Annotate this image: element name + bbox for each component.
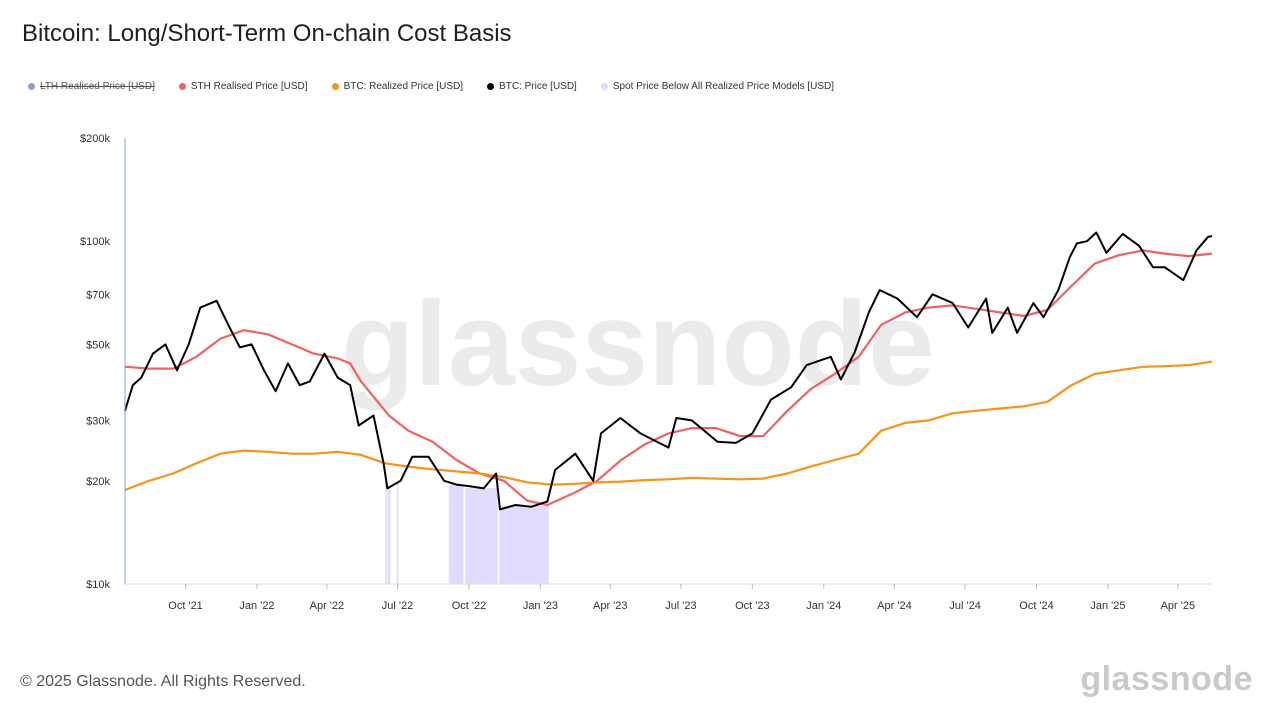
legend-label: STH Realised Price [USD]: [190, 81, 308, 92]
y-tick-label: $70k: [86, 289, 110, 301]
legend-item-realized-price[interactable]: BTC: Realized Price [USD]: [331, 81, 464, 92]
y-axis: $10k $20k $30k $50k $70k $100k $200k: [80, 133, 110, 591]
copyright: © 2025 Glassnode. All Rights Reserved.: [20, 673, 306, 690]
x-tick-label: Apr '23: [593, 600, 628, 612]
shaded-bands: [385, 478, 549, 584]
legend-item-btc-price[interactable]: BTC: Price [USD]: [487, 81, 577, 92]
legend-item-sth-realised-price[interactable]: STH Realised Price [USD]: [178, 81, 308, 92]
x-tick-label: Oct '23: [735, 600, 770, 612]
legend-item-spot-below-realized[interactable]: Spot Price Below All Realized Price Mode…: [600, 81, 835, 92]
y-tick-label: $20k: [86, 476, 110, 488]
legend-marker: [178, 83, 186, 90]
x-tick-label: Jul '22: [382, 600, 413, 612]
legend: LTH Realised Price [USD] STH Realised Pr…: [28, 81, 858, 92]
legend-marker: [487, 83, 495, 90]
chart-plot[interactable]: glassnode $10k $20k $30k $50k $70k $100k $200k…: [0, 0, 1275, 650]
x-tick-label: Apr '22: [310, 600, 345, 612]
x-tick-label: Apr '24: [877, 600, 912, 612]
y-tick-label: $100k: [80, 236, 110, 248]
legend-label: Spot Price Below All Realized Price Mode…: [612, 81, 835, 92]
x-tick-label: Oct '21: [168, 600, 203, 612]
series-line-sth-realised-price-usd: [124, 249, 1213, 507]
x-tick-label: Apr '25: [1161, 600, 1196, 612]
spot-below-band: [385, 478, 387, 584]
legend-marker: [600, 83, 608, 90]
legend-label: BTC: Realized Price [USD]: [343, 81, 464, 92]
series-line-btc-price-usd: [124, 231, 1213, 511]
spot-below-band: [465, 488, 498, 584]
x-tick-label: Jul '24: [949, 600, 980, 612]
legend-item-lth-realised-price[interactable]: LTH Realised Price [USD]: [28, 81, 155, 92]
x-tick-label: Jul '23: [665, 600, 696, 612]
x-axis: Oct '21 Jan '22 Apr '22 Jul '22 Oct '22 Jan '…: [168, 584, 1195, 612]
chart-title: Bitcoin: Long/Short-Term On-chain Cost B…: [22, 20, 512, 47]
x-tick-label: Jan '23: [523, 600, 558, 612]
legend-marker: [331, 83, 339, 90]
spot-below-band: [396, 482, 399, 584]
y-tick-label: $200k: [80, 133, 110, 145]
x-tick-label: Jan '24: [806, 600, 841, 612]
legend-label: BTC: Price [USD]: [499, 81, 577, 92]
x-tick-label: Oct '24: [1019, 600, 1054, 612]
brand-logo: glassnode: [1080, 660, 1253, 698]
spot-below-band: [448, 484, 464, 584]
x-tick-label: Oct '22: [452, 600, 487, 612]
series-lines: [124, 231, 1213, 511]
series-line-btc-realized-price-usd: [124, 360, 1213, 492]
y-tick-label: $10k: [86, 579, 110, 591]
watermark: glassnode: [341, 277, 935, 411]
y-tick-label: $50k: [86, 339, 110, 351]
x-tick-label: Jan '22: [239, 600, 274, 612]
legend-label: LTH Realised Price [USD]: [40, 81, 155, 92]
y-tick-label: $30k: [86, 415, 110, 427]
spot-below-band: [499, 505, 549, 584]
spot-below-band: [387, 487, 391, 584]
x-tick-label: Jan '25: [1090, 600, 1125, 612]
legend-marker: [28, 83, 35, 90]
